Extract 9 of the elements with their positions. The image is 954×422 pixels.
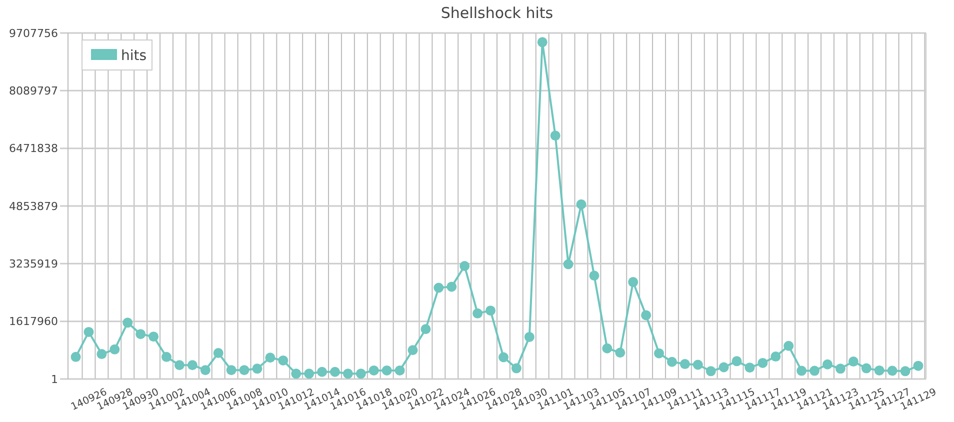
y-tick-label: 8089797	[9, 84, 58, 98]
y-tick-label: 6471838	[9, 142, 58, 156]
legend-label: hits	[121, 48, 147, 64]
y-tick-label: 9707756	[9, 26, 58, 40]
chart-title: Shellshock hits	[440, 4, 554, 22]
y-tick-label: 4853879	[9, 200, 58, 213]
y-tick-label: 1617960	[9, 315, 58, 328]
y-tick-label: 1	[51, 372, 58, 386]
y-tick-label: 3235919	[9, 258, 58, 271]
